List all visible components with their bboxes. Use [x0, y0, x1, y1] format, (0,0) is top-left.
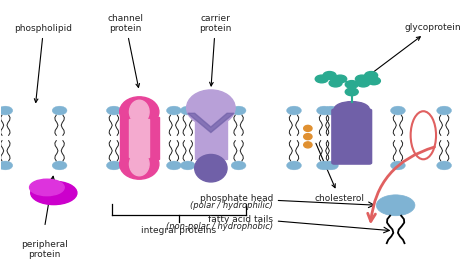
Circle shape: [166, 161, 181, 170]
Text: channel
protein: channel protein: [108, 14, 144, 87]
Circle shape: [52, 161, 67, 170]
Circle shape: [181, 161, 195, 170]
Ellipse shape: [129, 100, 149, 124]
Circle shape: [437, 161, 452, 170]
Ellipse shape: [29, 179, 64, 196]
Ellipse shape: [31, 181, 77, 205]
Ellipse shape: [119, 149, 159, 179]
Ellipse shape: [334, 102, 369, 117]
Text: (polar / hydrophilic): (polar / hydrophilic): [191, 201, 273, 210]
Text: peripheral
protein: peripheral protein: [21, 240, 68, 259]
FancyBboxPatch shape: [332, 109, 372, 164]
Circle shape: [324, 106, 338, 115]
Text: (non-polar / hydrophobic): (non-polar / hydrophobic): [166, 222, 273, 231]
Polygon shape: [188, 113, 234, 132]
Text: cholesterol: cholesterol: [315, 143, 365, 203]
Circle shape: [356, 75, 368, 83]
Circle shape: [329, 79, 342, 87]
Circle shape: [323, 71, 336, 79]
Ellipse shape: [304, 125, 312, 131]
Text: phosphate head: phosphate head: [200, 194, 273, 203]
Text: phospholipid: phospholipid: [15, 24, 73, 102]
Circle shape: [52, 106, 67, 115]
FancyBboxPatch shape: [129, 119, 149, 157]
Circle shape: [317, 106, 331, 115]
Circle shape: [367, 77, 380, 85]
Circle shape: [231, 106, 246, 115]
Circle shape: [107, 106, 121, 115]
Circle shape: [357, 79, 370, 87]
Ellipse shape: [129, 152, 149, 176]
Circle shape: [437, 106, 452, 115]
Text: carrier
protein: carrier protein: [199, 14, 232, 86]
Ellipse shape: [195, 155, 227, 182]
Circle shape: [345, 88, 358, 96]
Text: fatty acid tails: fatty acid tails: [208, 215, 273, 224]
Circle shape: [0, 161, 13, 170]
Circle shape: [107, 161, 121, 170]
Ellipse shape: [304, 134, 312, 140]
Circle shape: [315, 75, 328, 83]
FancyBboxPatch shape: [195, 115, 227, 159]
Circle shape: [317, 161, 331, 170]
Ellipse shape: [187, 90, 235, 126]
Circle shape: [166, 106, 181, 115]
Ellipse shape: [304, 142, 312, 148]
Circle shape: [287, 106, 301, 115]
Circle shape: [0, 106, 13, 115]
Circle shape: [345, 81, 358, 88]
Circle shape: [324, 161, 338, 170]
Circle shape: [231, 161, 246, 170]
Text: integral proteins: integral proteins: [141, 226, 216, 235]
FancyBboxPatch shape: [119, 117, 159, 159]
Circle shape: [181, 106, 195, 115]
Circle shape: [334, 75, 346, 83]
Ellipse shape: [376, 195, 415, 216]
Circle shape: [287, 161, 301, 170]
Circle shape: [391, 106, 405, 115]
Text: glycoprotein: glycoprotein: [361, 23, 462, 81]
Ellipse shape: [119, 97, 159, 127]
Circle shape: [365, 71, 378, 79]
Circle shape: [391, 161, 405, 170]
